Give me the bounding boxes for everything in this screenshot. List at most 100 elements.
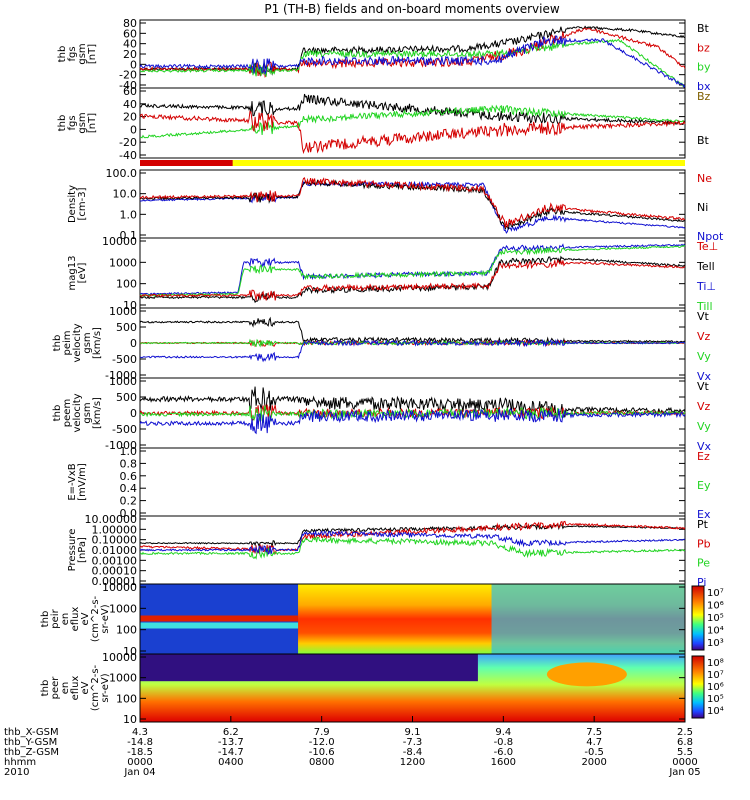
- series-Npot: [139, 180, 686, 234]
- colorbar-tick-label: 10⁶: [707, 682, 724, 693]
- y-axis-label: (cm^2-s-: [90, 595, 101, 642]
- series-Ne: [139, 177, 686, 228]
- series-Vy: [139, 405, 686, 424]
- colorbar-tick-label: 10⁴: [707, 626, 724, 637]
- series-Bt: [139, 25, 686, 77]
- colorbar: [691, 585, 705, 651]
- colorbar: [691, 655, 705, 719]
- mode-bar: [140, 160, 685, 166]
- y-axis-label: gsm: [77, 112, 88, 133]
- x-tick-label: 1200: [400, 757, 425, 768]
- y-tick-label: 20: [123, 48, 137, 61]
- legend-entry: Vy: [697, 420, 711, 433]
- y-axis-label: gsm: [82, 402, 93, 423]
- legend-entry: Vz: [697, 400, 711, 413]
- colorbar-tick-label: 10⁵: [707, 613, 724, 624]
- spectrogram-band: [140, 622, 299, 629]
- y-tick-label: 100: [116, 624, 137, 637]
- y-axis-label: Pressure: [67, 529, 78, 572]
- series-Ti-perp: [140, 243, 686, 296]
- series-Vt: [139, 386, 686, 418]
- x-tick-label: 0000: [127, 757, 152, 768]
- y-axis-label: (cm^2-s-: [90, 664, 101, 711]
- legend-entry: Te⊥: [696, 240, 718, 253]
- y-tick-label: 100: [116, 692, 137, 705]
- series-Pi: [139, 529, 685, 555]
- x-tick-label: 6.8: [677, 737, 693, 748]
- y-axis-label: peer: [50, 676, 61, 700]
- y-tick-label: -40: [119, 79, 137, 92]
- legend-entry: Vz: [697, 330, 711, 343]
- y-tick-label: 1.00000: [92, 523, 138, 536]
- colorbar-tick-label: 10⁵: [707, 694, 724, 705]
- y-tick-label: 500: [116, 321, 137, 334]
- y-tick-label: -500: [112, 423, 137, 436]
- panel-frame: [139, 447, 686, 517]
- y-axis-label: [km/s]: [92, 327, 103, 359]
- legend-entry: bz: [697, 41, 710, 54]
- x-tick-label: 9.1: [405, 727, 421, 738]
- series-Till: [139, 245, 686, 297]
- legend-entry: Bt: [697, 134, 710, 147]
- y-tick-label: 10000: [102, 651, 137, 664]
- x-tick-label: Jan 05: [668, 767, 700, 778]
- y-tick-label: 10.00000: [85, 513, 138, 526]
- y-tick-label: 0.1: [120, 229, 138, 242]
- y-tick-label: 1000: [109, 305, 137, 318]
- y-tick-label: 0.00010: [92, 565, 138, 578]
- legend-entry: Vy: [697, 350, 711, 363]
- x-tick-label: -14.7: [218, 747, 244, 758]
- series-Pt: [139, 523, 686, 548]
- y-axis-label: peem: [62, 399, 73, 427]
- y-axis-label: fgs: [67, 115, 78, 130]
- panel-pressure: 10.000001.000000.100000.010000.001000.00…: [67, 513, 711, 589]
- y-axis-label: mag13: [67, 256, 78, 291]
- x-axis-row-label: hhmm: [4, 757, 36, 768]
- x-tick-label: 0800: [309, 757, 334, 768]
- legend-entry: Till: [696, 300, 713, 313]
- series-Vx: [139, 338, 686, 363]
- x-tick-label: 7.5: [586, 727, 602, 738]
- y-tick-label: 10: [123, 645, 137, 658]
- y-axis-label: en: [60, 682, 71, 695]
- y-tick-label: 0.8: [120, 457, 138, 470]
- legend-entry: Bt: [697, 22, 710, 35]
- y-tick-label: 40: [123, 98, 137, 111]
- y-tick-label: 1000: [109, 256, 137, 269]
- series-Bz: [139, 110, 686, 155]
- spectrogram-enhancement: [546, 662, 627, 687]
- y-tick-label: 500: [116, 391, 137, 404]
- colorbar-tick-label: 10⁸: [707, 658, 724, 669]
- x-axis-row-label: thb_Y-GSM: [4, 737, 57, 748]
- y-tick-label: 1000: [109, 602, 137, 615]
- x-tick-label: -6.0: [494, 747, 514, 758]
- x-tick-label: -0.8: [494, 737, 514, 748]
- legend-entry: Ti⊥: [696, 280, 716, 293]
- x-axis-row-label: 2010: [4, 767, 29, 778]
- y-tick-label: 1.0: [120, 445, 138, 458]
- y-tick-label: 100: [116, 278, 137, 291]
- y-tick-label: 0: [130, 58, 137, 71]
- y-tick-label: 100.0: [106, 167, 138, 180]
- legend-entry: Vx: [697, 440, 712, 453]
- spectrogram-band: [140, 615, 299, 622]
- legend-entry: Pe: [697, 557, 710, 570]
- spectrogram-low-flux-region: [491, 584, 685, 654]
- y-tick-label: 0.00001: [92, 575, 138, 588]
- series-Pb: [139, 520, 686, 555]
- series-by: [139, 104, 685, 139]
- y-tick-label: -500: [112, 353, 137, 366]
- legend-entry: Vx: [697, 370, 712, 383]
- legend-entry: Vt: [697, 310, 710, 323]
- y-tick-label: -20: [119, 136, 137, 149]
- y-tick-label: 0.6: [120, 470, 138, 483]
- y-axis-label: sr-eV): [100, 604, 111, 633]
- x-axis-row-label: thb_X-GSM: [4, 727, 59, 738]
- legend-entry: Tell: [696, 260, 715, 273]
- legend-entry: Vt: [697, 380, 710, 393]
- y-tick-label: 10: [123, 299, 137, 312]
- y-axis-label: velocity: [72, 393, 83, 432]
